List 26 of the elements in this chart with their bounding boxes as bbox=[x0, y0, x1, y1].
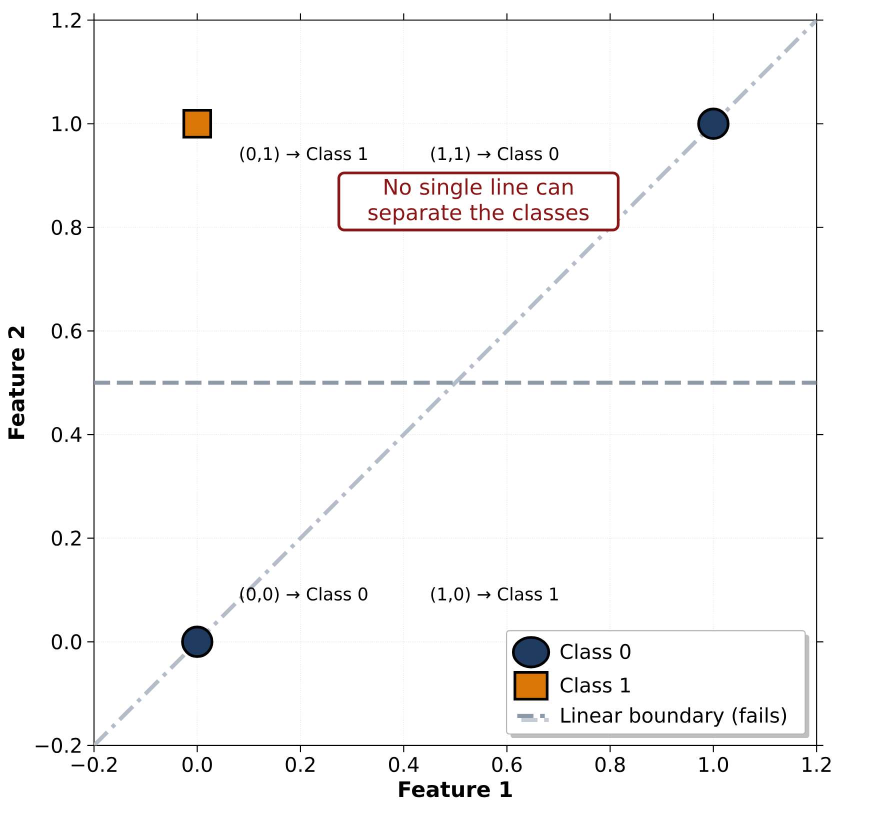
y-tick-label: −0.2 bbox=[36, 738, 81, 754]
x-tick-label: 0.4 bbox=[389, 757, 419, 772]
y-axis-title: Feature 2 bbox=[8, 326, 24, 439]
y-tick-label: 0.2 bbox=[52, 530, 81, 546]
annotation: (1,0) → Class 1 bbox=[431, 587, 558, 603]
y-tick-label: 0.4 bbox=[52, 427, 82, 442]
legend-label: Class 0 bbox=[560, 644, 630, 660]
legend-label: Class 1 bbox=[560, 677, 630, 693]
y-tick-label: 0.8 bbox=[52, 220, 82, 236]
annotation: (0,1) → Class 1 bbox=[240, 146, 367, 162]
legend-label: Linear boundary (fails) bbox=[561, 707, 786, 727]
x-tick-label: 1.0 bbox=[700, 757, 728, 772]
annotation: (1,1) → Class 0 bbox=[431, 146, 558, 162]
y-tick-label: 1.2 bbox=[52, 12, 81, 28]
x-tick-label: 0.0 bbox=[182, 757, 212, 772]
y-tick-label: 0.6 bbox=[52, 323, 82, 339]
x-tick-label: 1.2 bbox=[802, 757, 831, 772]
x-tick-label: 0.8 bbox=[595, 757, 625, 772]
y-tick-label: 0.0 bbox=[52, 634, 82, 650]
y-tick-label: 1.0 bbox=[52, 116, 82, 132]
x-tick-label: 0.6 bbox=[492, 757, 522, 772]
x-tick-label: −0.2 bbox=[72, 757, 116, 772]
x-tick-label: 0.2 bbox=[286, 757, 314, 772]
x-axis-title: Feature 1 bbox=[399, 781, 512, 798]
annotation: (0,0) → Class 0 bbox=[240, 587, 368, 603]
annotation: No single line can separate the classes bbox=[368, 178, 589, 225]
